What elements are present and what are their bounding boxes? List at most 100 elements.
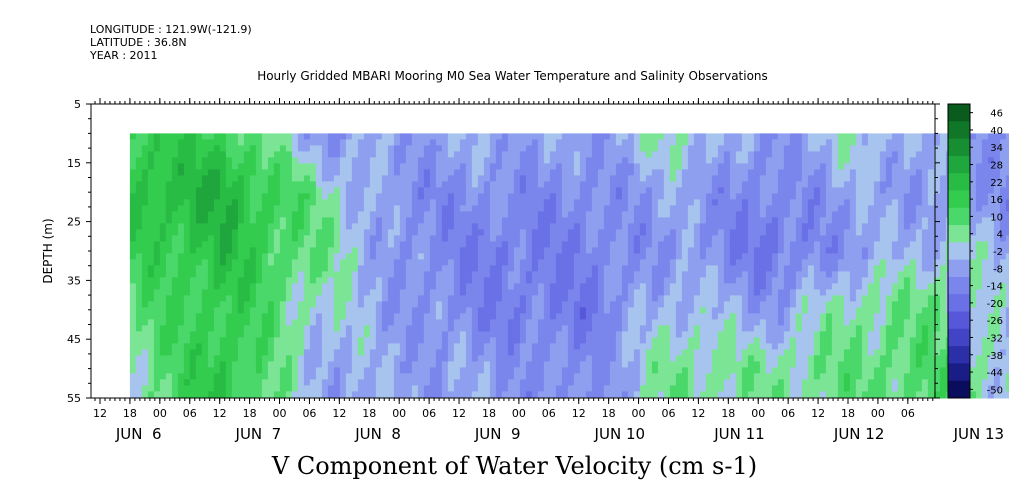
heatmap-cell (333, 283, 341, 290)
heatmap-cell (333, 247, 341, 254)
heatmap-cell (651, 337, 659, 344)
heatmap-cell (519, 187, 527, 194)
heatmap-cell (351, 169, 359, 176)
heatmap-cell (645, 307, 653, 314)
heatmap-cell (213, 385, 221, 392)
heatmap-cell (519, 223, 527, 230)
heatmap-cell (291, 379, 299, 386)
heatmap-cell (177, 235, 185, 242)
heatmap-cell (327, 319, 335, 326)
heatmap-cell (675, 355, 683, 362)
heatmap-cell (555, 301, 563, 308)
heatmap-cell (357, 235, 365, 242)
heatmap-cell (705, 331, 713, 338)
heatmap-cell (585, 391, 593, 398)
heatmap-cell (183, 313, 191, 320)
heatmap-cell (747, 247, 755, 254)
heatmap-cell (357, 181, 365, 188)
heatmap-cell (447, 325, 455, 332)
heatmap-cell (699, 319, 707, 326)
heatmap-cell (471, 307, 479, 314)
heatmap-cell (273, 163, 281, 170)
heatmap-cell (315, 211, 323, 218)
heatmap-cell (471, 301, 479, 308)
heatmap-cell (507, 175, 515, 182)
heatmap-cell (351, 145, 359, 152)
heatmap-cell (477, 175, 485, 182)
heatmap-cell (327, 373, 335, 380)
heatmap-cell (345, 229, 353, 236)
heatmap-cell (507, 307, 515, 314)
heatmap-cell (657, 241, 665, 248)
heatmap-cell (657, 247, 665, 254)
heatmap-cell (327, 175, 335, 182)
heatmap-cell (267, 175, 275, 182)
heatmap-cell (669, 277, 677, 284)
heatmap-cell (771, 355, 779, 362)
heatmap-cell (261, 169, 269, 176)
heatmap-cell (669, 259, 677, 266)
heatmap-cell (639, 223, 647, 230)
heatmap-cell (381, 295, 389, 302)
heatmap-cell (345, 235, 353, 242)
heatmap-cell (429, 205, 437, 212)
heatmap-cell (729, 385, 737, 392)
heatmap-cell (153, 355, 161, 362)
heatmap-cell (687, 391, 695, 398)
heatmap-cell (621, 301, 629, 308)
heatmap-cell (321, 391, 329, 398)
heatmap-cell (765, 187, 773, 194)
heatmap-cell (285, 145, 293, 152)
heatmap-cell (627, 193, 635, 200)
heatmap-cell (411, 391, 419, 398)
heatmap-cell (777, 349, 785, 356)
heatmap-cell (285, 175, 293, 182)
heatmap-cell (681, 319, 689, 326)
heatmap-cell (471, 271, 479, 278)
heatmap-cell (531, 193, 539, 200)
heatmap-cell (555, 289, 563, 296)
heatmap-cell (321, 319, 329, 326)
heatmap-cell (669, 133, 677, 140)
heatmap-cell (213, 229, 221, 236)
heatmap-cell (573, 355, 581, 362)
heatmap-cell (291, 361, 299, 368)
heatmap-cell (357, 229, 365, 236)
heatmap-cell (165, 169, 173, 176)
heatmap-cell (255, 313, 263, 320)
heatmap-cell (183, 175, 191, 182)
heatmap-cell (369, 295, 377, 302)
heatmap-cell (135, 265, 143, 272)
heatmap-cell (519, 379, 527, 386)
heatmap-cell (591, 361, 599, 368)
heatmap-cell (651, 199, 659, 206)
heatmap-cell (771, 187, 779, 194)
heatmap-cell (375, 253, 383, 260)
heatmap-cell (657, 331, 665, 338)
heatmap-cell (627, 241, 635, 248)
heatmap-cell (387, 337, 395, 344)
heatmap-cell (447, 361, 455, 368)
heatmap-cell (201, 259, 209, 266)
heatmap-cell (261, 133, 269, 140)
heatmap-cell (165, 271, 173, 278)
heatmap-cell (777, 265, 785, 272)
heatmap-cell (771, 199, 779, 206)
heatmap-cell (345, 361, 353, 368)
heatmap-cell (291, 139, 299, 146)
heatmap-cell (579, 229, 587, 236)
heatmap-cell (669, 337, 677, 344)
heatmap-cell (543, 229, 551, 236)
heatmap-cell (717, 193, 725, 200)
heatmap-cell (489, 145, 497, 152)
heatmap-cell (381, 283, 389, 290)
heatmap-cell (651, 265, 659, 272)
heatmap-cell (783, 157, 791, 164)
heatmap-cell (651, 235, 659, 242)
heatmap-cell (501, 175, 509, 182)
heatmap-cell (147, 247, 155, 254)
heatmap-cell (735, 247, 743, 254)
heatmap-cell (555, 259, 563, 266)
heatmap-cell (177, 271, 185, 278)
heatmap-cell (291, 277, 299, 284)
